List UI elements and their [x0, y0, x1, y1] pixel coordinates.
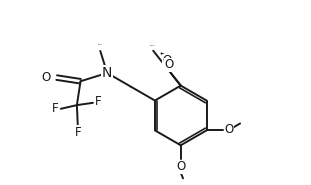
Text: F: F	[74, 126, 81, 139]
Text: F: F	[95, 95, 102, 108]
Text: O: O	[225, 123, 234, 136]
Text: O: O	[164, 58, 174, 71]
Text: F: F	[52, 102, 58, 115]
Text: methyl: methyl	[98, 43, 103, 45]
Text: O: O	[162, 54, 172, 67]
Text: methoxy: methoxy	[150, 45, 156, 46]
Text: O: O	[176, 160, 185, 173]
Text: N: N	[102, 66, 112, 80]
Text: O: O	[41, 71, 51, 84]
